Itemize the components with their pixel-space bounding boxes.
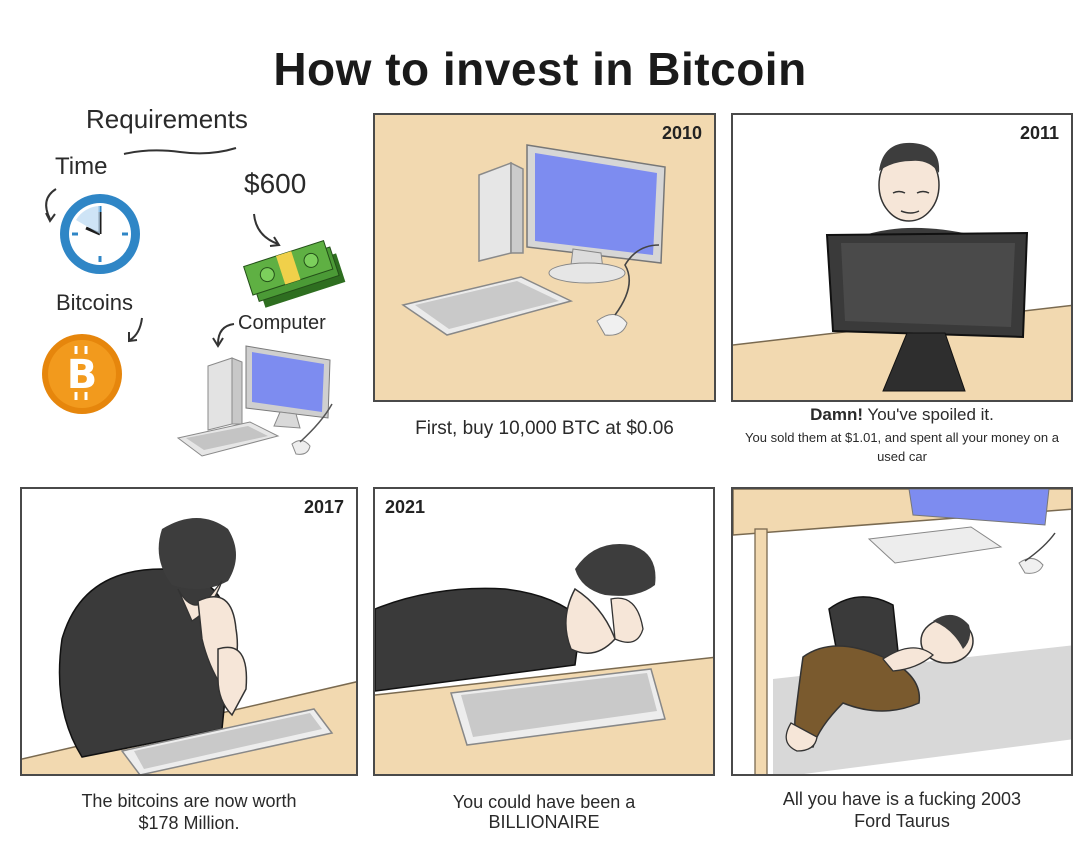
caption-2011-headline: Damn! You've spoiled it. bbox=[731, 404, 1073, 426]
man-crying-desk-illustration bbox=[375, 544, 713, 774]
panel-under-desk bbox=[731, 487, 1073, 776]
caption-ford-line2: Ford Taurus bbox=[854, 811, 950, 831]
money-arrow-icon bbox=[253, 213, 281, 247]
desk-computer-illustration bbox=[401, 144, 666, 336]
caption-2021: You could have been a BILLIONAIRE bbox=[373, 792, 715, 832]
caption-2021-line1: You could have been a bbox=[452, 792, 636, 812]
year-label-2021: 2021 bbox=[385, 497, 426, 517]
year-label-2017: 2017 bbox=[303, 497, 344, 517]
caption-2011-rest: You've spoiled it. bbox=[863, 405, 994, 424]
caption-2010: First, buy 10,000 BTC at $0.06 bbox=[415, 418, 674, 439]
panel-2011: 2011 bbox=[731, 113, 1073, 402]
bitcoin-coin-icon: B bbox=[42, 334, 122, 414]
caption-ford-line1: All you have is a fucking 2003 bbox=[782, 789, 1022, 809]
time-arrow-icon bbox=[45, 188, 57, 223]
man-facepalm-illustration bbox=[22, 518, 356, 774]
page-title: How to invest in Bitcoin bbox=[273, 43, 807, 95]
money-stack-icon bbox=[243, 239, 346, 308]
caption-2011-detail: You sold them at $1.01, and spent all yo… bbox=[745, 430, 1059, 464]
requirements-underline bbox=[123, 147, 237, 155]
caption-2021-line2: BILLIONAIRE bbox=[488, 812, 600, 832]
requirements-heading: Requirements bbox=[86, 104, 248, 134]
time-label: Time bbox=[55, 153, 108, 180]
caption-2017-line1: The bitcoins are now worth bbox=[81, 791, 297, 811]
caption-2017: The bitcoins are now worth $178 Million. bbox=[20, 790, 358, 834]
man-behind-monitor-illustration bbox=[733, 142, 1071, 400]
caption-2011-damn: Damn! bbox=[810, 405, 864, 424]
year-label-2010: 2010 bbox=[661, 123, 702, 143]
computer-label: Computer bbox=[238, 312, 326, 334]
clock-icon bbox=[60, 194, 140, 274]
svg-text:B: B bbox=[67, 352, 98, 398]
panel-2017: 2017 bbox=[20, 487, 358, 776]
caption-ford: All you have is a fucking 2003 Ford Taur… bbox=[731, 788, 1073, 832]
man-curled-under-desk-illustration bbox=[733, 489, 1071, 774]
money-label: $600 bbox=[244, 168, 307, 199]
computer-icon bbox=[176, 345, 333, 457]
caption-2017-line2: $178 Million. bbox=[138, 813, 240, 833]
bitcoins-label: Bitcoins bbox=[56, 290, 134, 315]
computer-arrow-icon bbox=[212, 323, 235, 348]
year-label-2011: 2011 bbox=[1019, 123, 1059, 143]
bitcoins-arrow-icon bbox=[128, 317, 143, 343]
panel-2021: 2021 bbox=[373, 487, 715, 776]
panel-2010: 2010 bbox=[373, 113, 716, 402]
